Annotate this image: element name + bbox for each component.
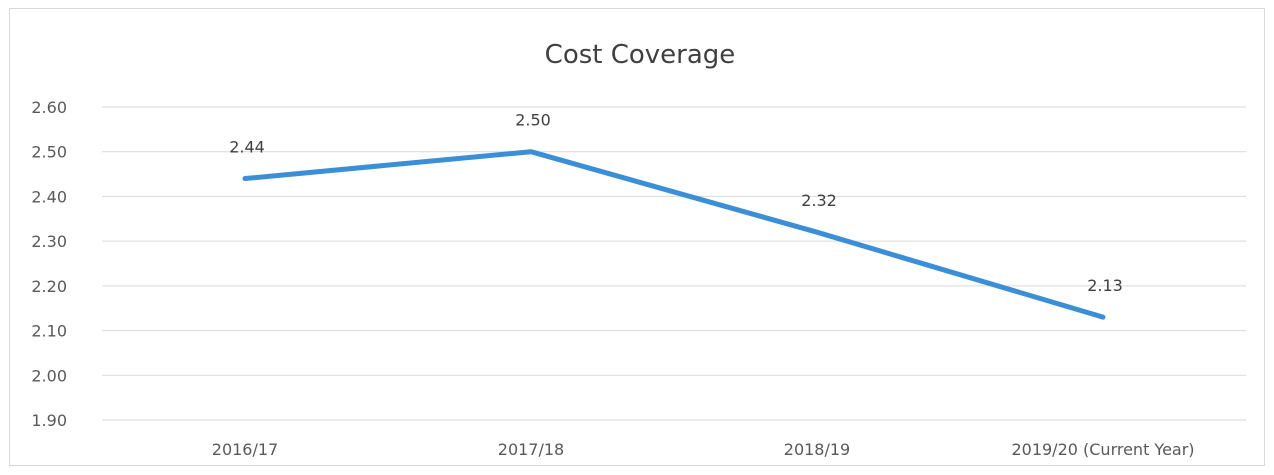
data-label: 2.13 (1087, 276, 1123, 295)
y-tick-label: 2.20 (31, 277, 67, 296)
y-tick-label: 2.30 (31, 232, 67, 251)
data-label: 2.44 (229, 138, 265, 157)
x-axis: 2016/17 2017/18 2018/19 2019/20 (Current Ye… (212, 440, 1195, 459)
data-labels: 2.44 2.50 2.32 2.13 (229, 111, 1123, 295)
y-tick-label: 2.60 (31, 98, 67, 117)
x-tick-label: 2019/20 (Current Year) (1011, 440, 1194, 459)
x-tick-label: 2018/19 (784, 440, 850, 459)
y-tick-label: 2.00 (31, 366, 67, 385)
series (242, 149, 1106, 320)
y-tick-label: 2.10 (31, 322, 67, 341)
y-axis: 1.90 2.00 2.10 2.20 2.30 2.40 2.50 2.60 (31, 98, 67, 430)
x-tick-label: 2016/17 (212, 440, 278, 459)
y-tick-label: 1.90 (31, 411, 67, 430)
chart-frame (9, 8, 1265, 466)
data-label: 2.32 (801, 191, 837, 210)
series-line (242, 149, 1106, 320)
gridlines (102, 106, 1246, 421)
data-label: 2.50 (515, 111, 551, 130)
y-tick-label: 2.40 (31, 187, 67, 206)
y-tick-label: 2.50 (31, 143, 67, 162)
x-tick-label: 2017/18 (498, 440, 564, 459)
chart-title: Cost Coverage (545, 40, 736, 70)
